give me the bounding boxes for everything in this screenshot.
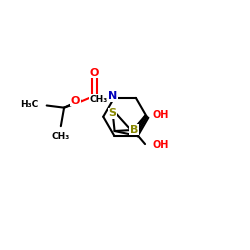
- Text: B: B: [130, 125, 138, 135]
- Text: N: N: [108, 91, 118, 101]
- Text: CH₃: CH₃: [89, 94, 107, 104]
- Text: H₃C: H₃C: [20, 100, 38, 109]
- Text: S: S: [108, 108, 116, 118]
- Text: OH: OH: [153, 140, 169, 150]
- Text: O: O: [71, 96, 80, 106]
- Text: OH: OH: [153, 110, 169, 120]
- Text: CH₃: CH₃: [52, 132, 70, 141]
- Text: O: O: [90, 68, 99, 78]
